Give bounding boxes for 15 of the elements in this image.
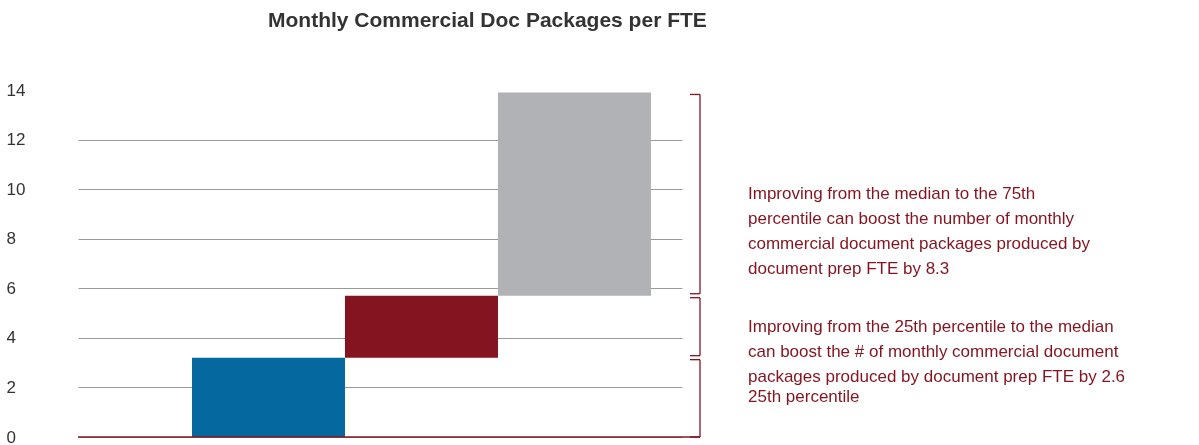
y-tick-label: 14 (6, 80, 26, 100)
bar (497, 92, 651, 296)
y-tick-label: 10 (6, 179, 26, 199)
text: 25th percentile (748, 387, 860, 407)
y-tick-label: 6 (6, 278, 16, 298)
y-tick-label: 2 (6, 377, 16, 397)
text: Improving from the 25th percentile to the median can boost the # of monthly commercial document packages produced by document prep FTE by 2.6 (748, 316, 1126, 386)
bar (344, 295, 498, 358)
y-tick-label: 0 (6, 427, 16, 445)
y-tick-label: 12 (6, 130, 26, 150)
chart-title: Monthly Commercial Doc Packages per FTE (268, 8, 707, 31)
y-tick-label: 4 (6, 328, 16, 348)
bar (191, 357, 345, 437)
y-tick-label: 8 (6, 229, 16, 249)
text: Improving from the median to the 75th percentile can boost the number of monthly commercial document packages produced by document prep FTE by 8.3 (748, 184, 1091, 279)
